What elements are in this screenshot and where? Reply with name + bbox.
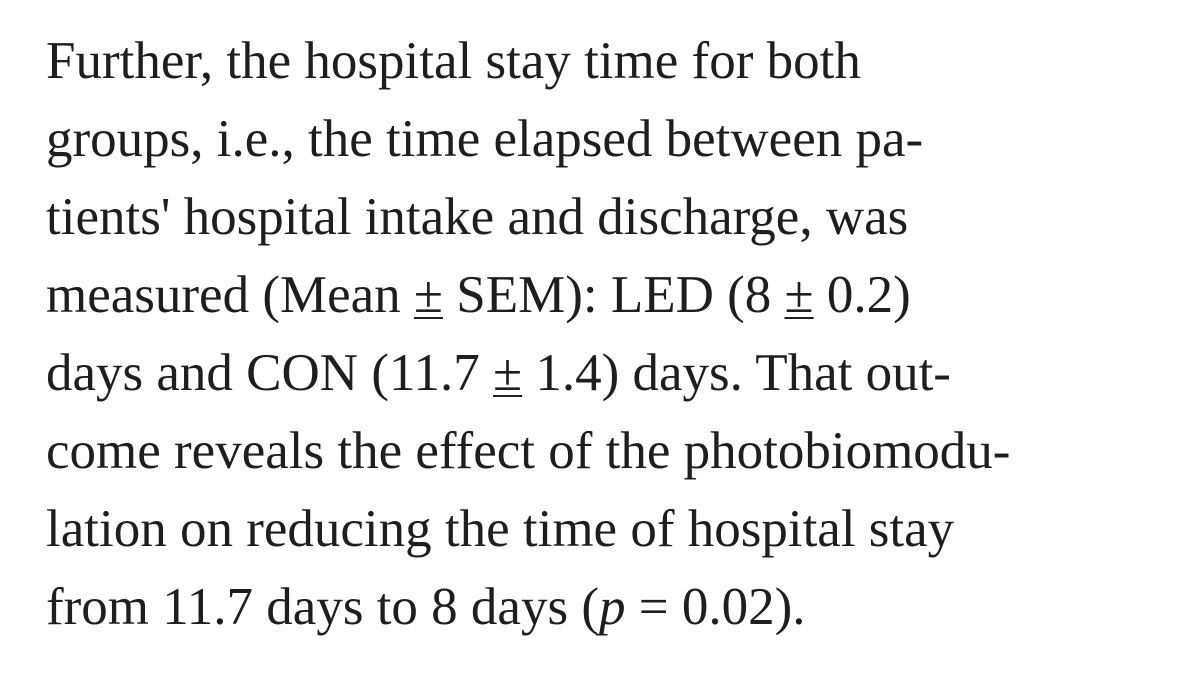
plus-minus-symbol: ± — [413, 266, 443, 324]
text-run: measured (Mean — [46, 266, 414, 324]
text-line: Further, the hospital stay time for both — [46, 32, 861, 90]
text-line: groups, i.e., the time elapsed between p… — [46, 110, 924, 168]
text-line: lation on reducing the time of hospital … — [46, 500, 955, 558]
body-paragraph: Further, the hospital stay time for both… — [46, 22, 1156, 646]
text-run: 0.2) — [813, 266, 911, 324]
text-run: 1.4) days. That out- — [522, 344, 951, 402]
p-value-variable: p — [598, 578, 626, 636]
text-line: come reveals the effect of the photobiom… — [46, 422, 1011, 480]
plus-minus-symbol: ± — [784, 266, 814, 324]
text-run: SEM): LED (8 — [443, 266, 785, 324]
plus-minus-symbol: ± — [493, 344, 523, 402]
text-line: days and CON (11.7 ± 1.4) days. That out… — [46, 334, 1156, 412]
text-run: days and CON (11.7 — [46, 344, 494, 402]
text-line: from 11.7 days to 8 days (p = 0.02). — [46, 568, 1156, 646]
text-line: measured (Mean ± SEM): LED (8 ± 0.2) — [46, 256, 1156, 334]
text-run: = 0.02). — [625, 578, 806, 636]
text-run: from 11.7 days to 8 days ( — [46, 578, 599, 636]
text-line: tients' hospital intake and discharge, w… — [46, 188, 909, 246]
